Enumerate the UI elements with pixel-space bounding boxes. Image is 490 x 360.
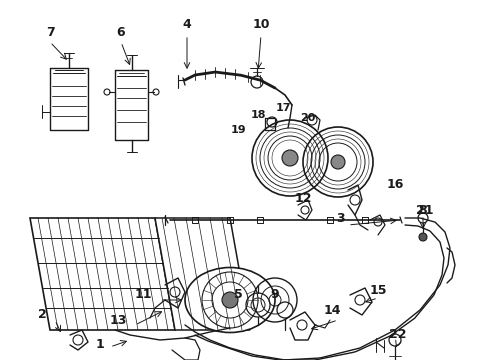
Text: 16: 16 [386,179,404,192]
Text: 17: 17 [275,103,291,113]
Text: 3: 3 [336,211,344,225]
Polygon shape [30,218,175,330]
Text: 22: 22 [389,328,407,342]
Text: 18: 18 [250,110,266,120]
Text: 20: 20 [300,113,316,123]
Circle shape [222,292,238,308]
Text: 10: 10 [252,18,270,31]
Circle shape [282,150,298,166]
Polygon shape [155,218,250,330]
Text: 2: 2 [38,309,47,321]
Text: 9: 9 [270,288,279,302]
Ellipse shape [185,267,275,333]
Text: 12: 12 [294,192,312,204]
Circle shape [331,155,345,169]
Text: 8: 8 [418,203,427,216]
Text: 7: 7 [46,26,54,39]
Text: 5: 5 [234,288,243,302]
Text: 21: 21 [416,203,434,216]
Text: 13: 13 [109,314,127,327]
Circle shape [419,233,427,241]
Text: 6: 6 [117,26,125,39]
Text: 11: 11 [134,288,152,302]
Text: 19: 19 [230,125,246,135]
Text: 14: 14 [323,303,341,316]
Text: 1: 1 [96,338,104,351]
Text: 4: 4 [183,18,192,31]
Text: 15: 15 [369,284,387,297]
